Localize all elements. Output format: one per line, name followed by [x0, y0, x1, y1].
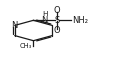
Text: N: N: [41, 16, 48, 25]
Text: NH₂: NH₂: [72, 16, 88, 25]
Text: CH₃: CH₃: [20, 43, 32, 49]
Text: O: O: [54, 26, 60, 35]
Text: S: S: [54, 16, 59, 25]
Text: O: O: [54, 6, 60, 15]
Text: N: N: [12, 21, 18, 30]
Text: H: H: [42, 11, 47, 18]
